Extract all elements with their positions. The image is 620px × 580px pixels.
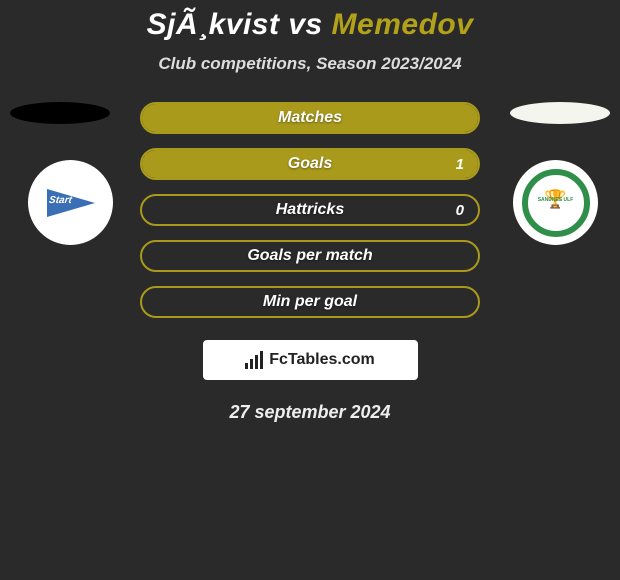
pennant-icon <box>47 189 95 217</box>
ring-icon: 🏆 SANDNES ULF <box>522 169 590 237</box>
subtitle: Club competitions, Season 2023/2024 <box>0 54 620 74</box>
stat-bars: Matches Goals 1 Hattricks 0 Goals per match Mi… <box>140 102 480 318</box>
player2-club-badge: 🏆 SANDNES ULF <box>513 160 598 245</box>
stat-bar: Min per goal <box>140 286 480 318</box>
player2-marker-ellipse <box>510 102 610 124</box>
comparison-body: 🏆 SANDNES ULF Matches Goals 1 Hattricks 0 Goa… <box>0 102 620 318</box>
stat-bar: Hattricks 0 <box>140 194 480 226</box>
stat-label: Goals <box>288 155 332 173</box>
vs-separator: vs <box>279 8 331 41</box>
stat-label: Hattricks <box>276 201 344 219</box>
player1-name: SjÃ¸kvist <box>147 8 280 41</box>
player2-name: Memedov <box>332 8 474 41</box>
stat-label: Goals per match <box>247 247 372 265</box>
club-badge-label: SANDNES ULF <box>528 197 584 203</box>
comparison-title: SjÃ¸kvist vs Memedov <box>0 0 620 42</box>
stat-value-p2: 1 <box>456 156 464 173</box>
stat-bar: Goals per match <box>140 240 480 272</box>
player1-club-badge <box>28 160 113 245</box>
stat-value-p2: 0 <box>456 202 464 219</box>
attribution-badge[interactable]: FcTables.com <box>203 340 418 380</box>
player1-marker-ellipse <box>10 102 110 124</box>
bars-icon <box>245 351 263 369</box>
attribution-text: FcTables.com <box>269 351 375 369</box>
snapshot-date: 27 september 2024 <box>0 402 620 423</box>
stat-label: Matches <box>278 109 342 127</box>
stat-bar: Goals 1 <box>140 148 480 180</box>
stat-bar: Matches <box>140 102 480 134</box>
stat-label: Min per goal <box>263 293 357 311</box>
